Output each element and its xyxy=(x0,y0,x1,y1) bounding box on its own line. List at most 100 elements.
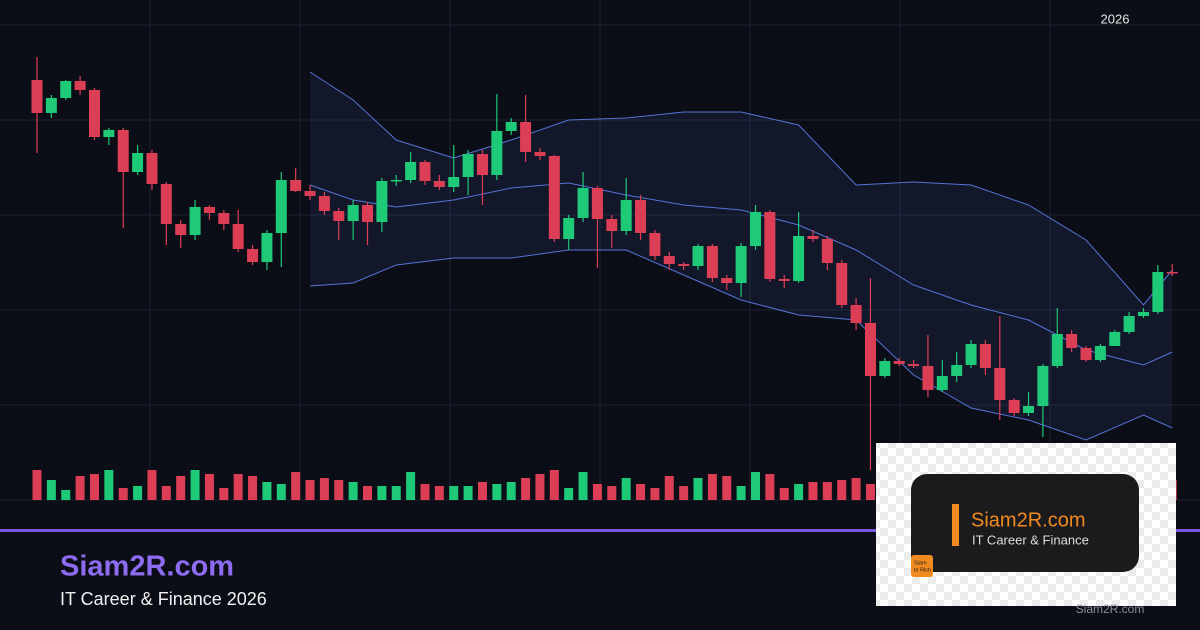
volume-bar xyxy=(521,478,531,500)
badge-top: Siam xyxy=(914,560,927,566)
candle-body xyxy=(1152,272,1164,312)
volume-bar xyxy=(176,476,186,500)
band-middle xyxy=(309,182,1173,366)
candle-body xyxy=(88,90,100,137)
volume-bar xyxy=(190,470,200,500)
footer-label: Siam2R.com xyxy=(1076,602,1145,616)
volume-bar xyxy=(736,486,746,500)
candle-body xyxy=(635,200,647,233)
volume-bar xyxy=(406,472,416,500)
logo-bar xyxy=(952,504,959,546)
year-label: 2026 xyxy=(1101,11,1130,26)
candle-body xyxy=(203,207,215,213)
candle-body xyxy=(951,365,963,376)
candle-body xyxy=(864,323,876,376)
candle-body xyxy=(534,152,546,156)
candle-body xyxy=(1166,272,1178,274)
volume-bar xyxy=(506,482,516,500)
candle-body xyxy=(663,256,675,264)
candle-body xyxy=(462,154,474,177)
volume-bar xyxy=(319,478,329,500)
volume-bar xyxy=(621,478,631,500)
candle-body xyxy=(74,81,86,90)
volume-bar xyxy=(434,486,444,500)
candle-body xyxy=(936,376,948,390)
logo-name: Siam2R.com xyxy=(971,509,1085,531)
volume-bar xyxy=(837,480,847,500)
volume-bar xyxy=(118,488,128,500)
candle-body xyxy=(548,156,560,239)
candle-body xyxy=(764,212,776,279)
candle-body xyxy=(1123,316,1135,332)
candle-body xyxy=(132,153,144,172)
candle-body xyxy=(922,366,934,390)
candle-body xyxy=(390,180,402,182)
volume-bar xyxy=(147,470,157,500)
volume-bar xyxy=(61,490,71,500)
volume-bar xyxy=(707,474,717,500)
brand-tagline: IT Career & Finance 2026 xyxy=(60,589,267,609)
candle-body xyxy=(261,233,273,262)
volume-bar xyxy=(779,488,789,500)
candle-body xyxy=(750,212,761,246)
candle-body xyxy=(433,181,445,187)
candle-body xyxy=(290,180,302,191)
volume-bar xyxy=(851,478,861,500)
candle-body xyxy=(620,200,632,231)
volume-bar xyxy=(693,478,703,500)
candle-body xyxy=(821,239,833,263)
candle-body xyxy=(850,305,862,323)
plot xyxy=(31,57,1178,500)
candle-body xyxy=(491,131,503,175)
volume-bar xyxy=(133,486,143,500)
candle-body xyxy=(505,122,517,131)
volume-bar xyxy=(291,472,301,500)
band-upper xyxy=(309,71,1173,306)
volume-bar xyxy=(334,480,344,500)
candle-body xyxy=(1008,400,1020,413)
candle-body xyxy=(563,218,575,239)
volume-bar xyxy=(248,476,258,500)
candle-body xyxy=(189,207,201,235)
volume-bar xyxy=(233,474,243,500)
candle-body xyxy=(1109,332,1121,346)
volume-bar xyxy=(607,486,617,500)
candle-body xyxy=(879,361,891,376)
volume-bar xyxy=(722,476,732,500)
candle-body xyxy=(160,184,172,224)
volume-bar xyxy=(161,486,171,500)
candle-body xyxy=(448,177,460,187)
candle-body xyxy=(520,122,532,152)
candle-body xyxy=(419,162,431,181)
volume-bar xyxy=(219,488,229,500)
candle-body xyxy=(678,264,690,266)
volume-bar xyxy=(751,472,760,500)
candle-body xyxy=(31,80,43,113)
volume-bar xyxy=(592,484,602,500)
candle-body xyxy=(591,188,603,219)
candle-body xyxy=(347,205,359,221)
candle-body xyxy=(807,236,819,239)
candle-body xyxy=(103,130,115,137)
candle-body xyxy=(1080,348,1092,360)
volume-bar xyxy=(276,484,286,500)
candle-body xyxy=(979,344,991,368)
candle-body xyxy=(577,188,589,218)
volume-bar xyxy=(822,482,832,500)
volume-bar xyxy=(377,486,387,500)
logo-tagline: IT Career & Finance xyxy=(972,532,1089,547)
candle-body xyxy=(893,361,905,364)
candle-body xyxy=(908,364,920,366)
candle-body xyxy=(60,81,72,98)
candle-body xyxy=(146,153,158,184)
volume-bar xyxy=(477,482,487,500)
candle-body xyxy=(836,263,848,305)
candle-body xyxy=(778,279,790,281)
volume-bar xyxy=(420,484,430,500)
volume-bar xyxy=(664,476,674,500)
volume-bar xyxy=(650,488,660,500)
volume-bar xyxy=(808,482,818,500)
candle-body xyxy=(45,98,57,113)
candle-body xyxy=(1066,334,1078,348)
